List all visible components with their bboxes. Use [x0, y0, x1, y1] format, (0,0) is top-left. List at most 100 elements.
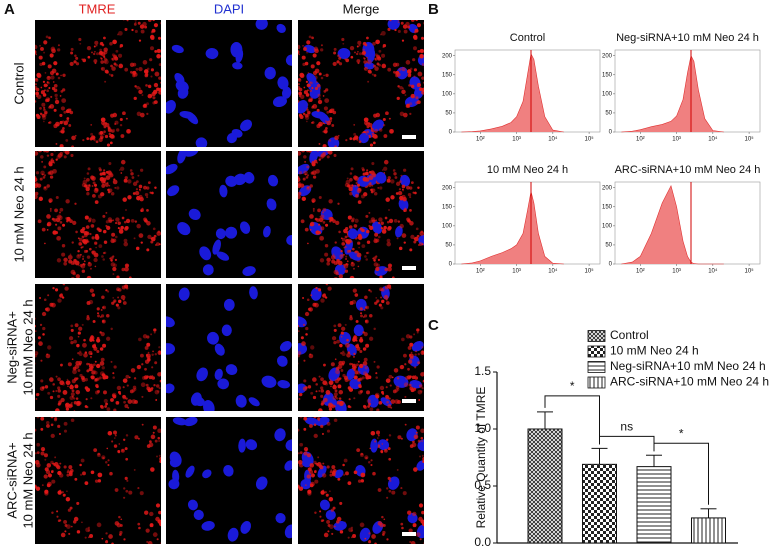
- mitochondria: [345, 238, 350, 244]
- mitochondria: [68, 470, 73, 475]
- mitochondria: [352, 533, 357, 538]
- mitochondria: [87, 262, 92, 267]
- mitochondria: [407, 192, 412, 197]
- mitochondria: [86, 255, 91, 259]
- mitochondria: [65, 497, 71, 502]
- mitochondria: [316, 83, 321, 88]
- mitochondria: [366, 169, 369, 172]
- mitochondria: [415, 431, 418, 434]
- mitochondria: [71, 135, 76, 141]
- mitochondria: [102, 343, 107, 348]
- mitochondria: [397, 20, 401, 21]
- mitochondria: [344, 235, 348, 239]
- micrograph: [35, 284, 161, 411]
- x-tick-label: 10⁵: [745, 268, 755, 275]
- mitochondria: [84, 215, 89, 220]
- mitochondria: [410, 351, 413, 354]
- mitochondria: [406, 217, 410, 222]
- mitochondria: [420, 428, 424, 434]
- x-tick-label: 10⁴: [708, 268, 718, 275]
- mitochondria: [373, 262, 379, 267]
- mitochondria: [71, 145, 74, 147]
- mitochondria: [377, 258, 381, 262]
- mitochondria: [337, 477, 341, 481]
- mitochondria: [69, 108, 72, 111]
- row-label: Neg-siRNA+: [4, 311, 19, 384]
- mitochondria: [412, 387, 416, 392]
- mitochondria: [326, 421, 331, 426]
- mitochondria: [100, 120, 106, 126]
- mitochondria: [66, 470, 70, 474]
- mitochondria: [373, 237, 376, 240]
- mitochondria: [93, 448, 98, 453]
- mitochondria: [403, 208, 407, 212]
- mitochondria: [120, 159, 126, 165]
- mitochondria: [375, 238, 380, 243]
- mitochondria: [68, 465, 73, 470]
- mitochondria: [433, 71, 435, 73]
- mitochondria: [120, 166, 125, 171]
- mitochondria: [333, 324, 337, 328]
- mitochondria: [122, 111, 126, 116]
- mitochondria: [147, 234, 152, 240]
- mitochondria: [397, 435, 402, 440]
- mitochondria: [142, 21, 147, 27]
- mitochondria: [150, 467, 155, 472]
- mitochondria: [108, 132, 112, 136]
- micrograph-background: [166, 417, 292, 544]
- mitochondria: [102, 456, 105, 460]
- mitochondria: [145, 528, 150, 533]
- nucleus: [225, 364, 238, 376]
- mitochondria: [415, 425, 420, 430]
- mitochondria: [90, 470, 95, 475]
- mitochondria: [325, 284, 328, 285]
- mitochondria: [310, 391, 314, 395]
- mitochondria: [98, 244, 103, 249]
- mitochondria: [144, 345, 149, 350]
- micrograph-background: [35, 20, 161, 147]
- mitochondria: [375, 376, 378, 379]
- nucleus: [219, 184, 228, 198]
- mitochondria: [74, 54, 77, 57]
- mitochondria: [46, 81, 49, 84]
- significance-label: ns: [620, 420, 633, 434]
- mitochondria: [397, 29, 401, 33]
- mitochondria: [305, 333, 308, 336]
- mitochondria: [358, 52, 362, 56]
- mitochondria: [337, 260, 343, 266]
- mitochondria: [109, 141, 113, 145]
- mitochondria: [47, 81, 50, 85]
- mitochondria: [101, 319, 106, 324]
- mitochondria: [421, 386, 424, 390]
- mitochondria: [76, 254, 81, 259]
- mitochondria: [76, 501, 80, 505]
- micrograph: [298, 417, 424, 544]
- nucleus: [387, 476, 400, 490]
- mitochondria: [74, 323, 79, 328]
- mitochondria: [370, 188, 373, 192]
- mitochondria: [70, 261, 75, 265]
- mitochondria: [310, 64, 315, 69]
- mitochondria: [380, 306, 384, 310]
- mitochondria: [356, 343, 359, 346]
- row-label: Control: [11, 62, 26, 104]
- mitochondria: [123, 178, 128, 183]
- mitochondria: [397, 190, 403, 196]
- mitochondria: [45, 151, 50, 153]
- mitochondria: [100, 192, 105, 197]
- mitochondria: [134, 435, 139, 440]
- mitochondria: [396, 388, 400, 391]
- mitochondria: [122, 301, 127, 305]
- mitochondria: [146, 67, 150, 71]
- mitochondria: [366, 130, 369, 134]
- mitochondria: [344, 182, 349, 188]
- mitochondria: [105, 70, 110, 74]
- y-tick-label: 0.0: [474, 535, 491, 549]
- mitochondria: [104, 134, 109, 139]
- mitochondria: [429, 62, 431, 64]
- mitochondria: [97, 479, 102, 483]
- mitochondria: [331, 124, 335, 127]
- mitochondria: [411, 85, 415, 89]
- mitochondria: [93, 188, 99, 194]
- mitochondria: [157, 436, 161, 440]
